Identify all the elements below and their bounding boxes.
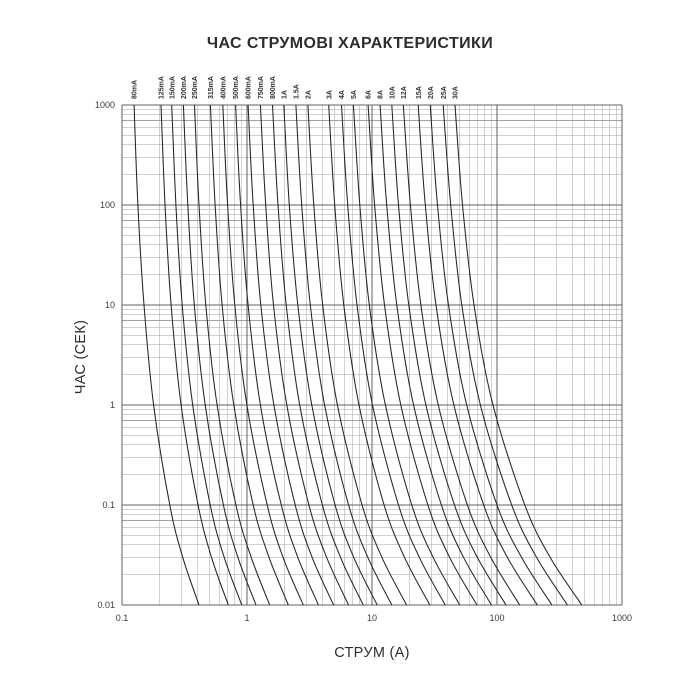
curve-label-500mA: 500mA	[233, 76, 240, 99]
curve-750mA	[259, 104, 349, 606]
curve-1A	[283, 104, 378, 606]
curve-label-10A: 10A	[389, 86, 396, 99]
y-tick-1: 1	[110, 400, 115, 410]
curve-label-15A: 15A	[416, 86, 423, 99]
curve-label-80mA: 80mA	[132, 80, 139, 99]
grid-major-lines	[121, 104, 623, 606]
curve-label-6A: 6A	[366, 90, 373, 99]
y-axis-label: ЧАС (СЕК)	[73, 319, 89, 395]
chart-title: ЧАС СТРУМОВІ ХАРАКТЕРИСТИКИ	[206, 35, 494, 52]
curve-4A	[340, 104, 446, 606]
x-tick-1000: 1000	[612, 613, 632, 623]
curve-label-5A: 5A	[351, 90, 358, 99]
curve-600mA	[247, 104, 335, 606]
curve-150mA	[171, 104, 243, 606]
curve-8A	[379, 104, 492, 606]
curve-label-150mA: 150mA	[169, 76, 176, 99]
curve-label-315mA: 315mA	[208, 76, 215, 99]
fuse-curves	[133, 104, 583, 606]
curve-12A	[402, 104, 521, 606]
curve-label-2A: 2A	[306, 90, 313, 99]
curve-800mA	[271, 104, 364, 606]
curve-6A	[367, 104, 478, 606]
curve-10A	[391, 104, 507, 606]
curve-label-12A: 12A	[401, 86, 408, 99]
curve-label-1A: 1A	[281, 90, 288, 99]
y-tick-100: 100	[100, 200, 115, 210]
curve-125mA	[160, 104, 229, 606]
curve-label-800mA: 800mA	[270, 76, 277, 99]
curve-250mA	[193, 104, 271, 606]
y-tick-10: 10	[105, 300, 115, 310]
curve-80mA	[133, 104, 200, 606]
curve-label-3A: 3A	[326, 90, 333, 99]
curve-label-400mA: 400mA	[220, 76, 227, 99]
x-tick-100: 100	[489, 613, 504, 623]
curve-400mA	[222, 104, 304, 606]
curve-label-750mA: 750mA	[258, 76, 265, 99]
curve-label-250mA: 250mA	[192, 76, 199, 99]
curve-200mA	[182, 104, 257, 606]
curve-label-1.5A: 1.5A	[294, 84, 301, 99]
curve-2A	[307, 104, 408, 606]
curve-25A	[442, 104, 568, 606]
curve-label-20A: 20A	[428, 86, 435, 99]
y-tick-0.1: 0.1	[102, 500, 115, 510]
x-tick-1: 1	[244, 613, 249, 623]
curve-1.5A	[295, 104, 393, 606]
curve-label-200mA: 200mA	[181, 76, 188, 99]
curve-rating-labels: 80mA 125mA 150mA 200mA 250mA 315mA 400mA 500mA 6…	[132, 76, 460, 99]
y-tick-1000: 1000	[95, 100, 115, 110]
curve-5A	[352, 104, 461, 606]
curve-label-125mA: 125mA	[159, 76, 166, 99]
x-tick-10: 10	[367, 613, 377, 623]
curve-label-4A: 4A	[339, 90, 346, 99]
x-tick-0.1: 0.1	[116, 613, 129, 623]
curve-500mA	[235, 104, 319, 606]
y-tick-0.01: 0.01	[97, 600, 115, 610]
curve-3A	[328, 104, 431, 606]
curve-30A	[454, 104, 583, 606]
curve-label-25A: 25A	[441, 86, 448, 99]
curve-label-8A: 8A	[378, 90, 385, 99]
curve-label-30A: 30A	[453, 86, 460, 99]
curve-315mA	[209, 104, 289, 606]
curve-20A	[429, 104, 553, 606]
x-axis-label: СТРУМ (А)	[334, 645, 410, 661]
curve-label-600mA: 600mA	[246, 76, 253, 99]
curve-15A	[417, 104, 538, 606]
